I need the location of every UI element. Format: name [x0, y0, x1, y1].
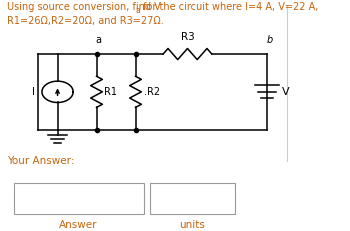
Text: Your Answer:: Your Answer:	[7, 156, 75, 166]
Text: for the circuit where I=4 A, V=22 A,: for the circuit where I=4 A, V=22 A,	[140, 2, 319, 12]
Text: I: I	[32, 87, 35, 97]
Text: units: units	[180, 220, 205, 230]
Text: R1=26Ω,R2=20Ω, and R3=27Ω.: R1=26Ω,R2=20Ω, and R3=27Ω.	[7, 16, 164, 26]
Text: Using source conversion, find V: Using source conversion, find V	[7, 2, 161, 12]
FancyBboxPatch shape	[14, 183, 144, 214]
Text: .R2: .R2	[144, 87, 160, 97]
Text: V: V	[282, 87, 289, 97]
Text: a: a	[135, 6, 140, 15]
Text: Answer: Answer	[60, 220, 98, 230]
Text: a: a	[95, 35, 101, 45]
FancyBboxPatch shape	[150, 183, 235, 214]
Text: R1: R1	[104, 87, 117, 97]
Text: R3: R3	[181, 32, 194, 42]
Text: b: b	[267, 35, 273, 45]
